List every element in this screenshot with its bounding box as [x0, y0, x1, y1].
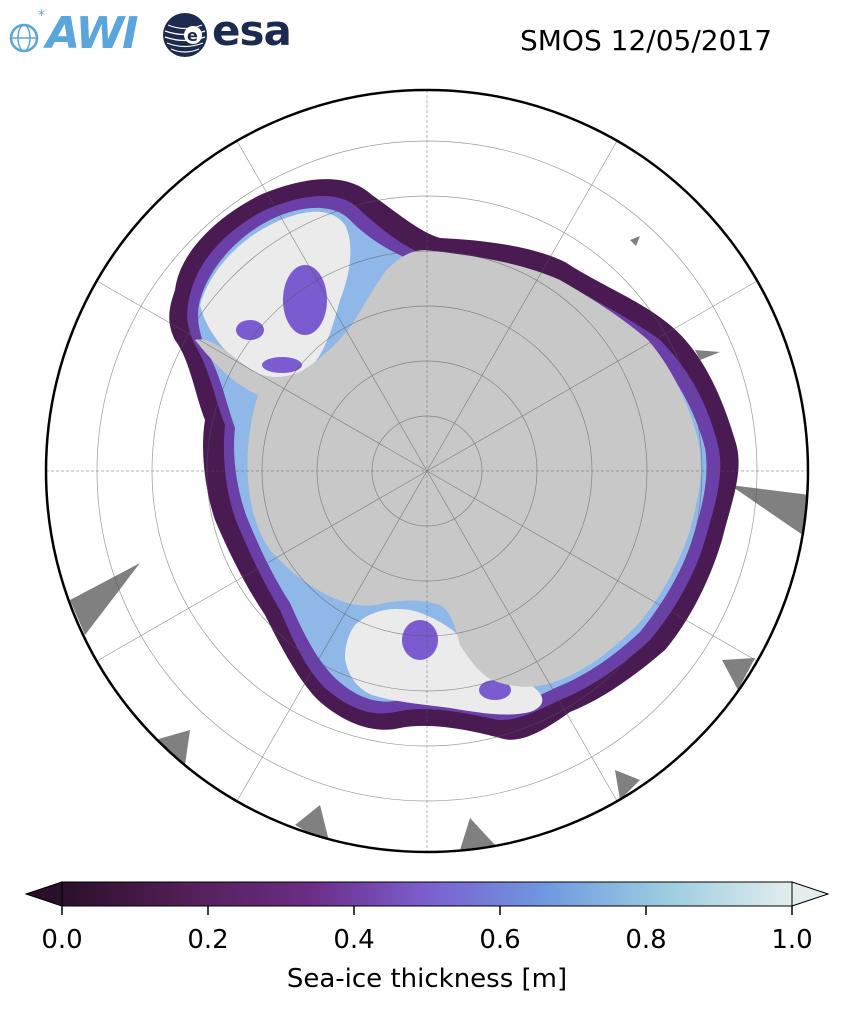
colorbar-tick-label: 0.4 [333, 925, 375, 955]
colorbar-tick-label: 1.0 [771, 925, 813, 955]
esa-emblem-icon: e [163, 13, 207, 57]
svg-text:e: e [187, 26, 198, 45]
awi-logo-text: AWI [46, 8, 139, 59]
esa-logo: e [160, 10, 210, 64]
colorbar-gradient [61, 881, 793, 907]
colorbar [24, 881, 830, 915]
missing-data-regions [70, 236, 808, 850]
colorbar-tick-label: 0.8 [625, 925, 667, 955]
colorbar-tick-label: 0.6 [479, 925, 521, 955]
esa-logo-text: esa [212, 6, 292, 55]
colorbar-high-extend [791, 881, 830, 907]
antarctica-land [195, 250, 701, 687]
colorbar-tick-label: 0.0 [41, 925, 83, 955]
svg-text:*: * [38, 8, 45, 24]
colorbar-tick-label: 0.2 [187, 925, 229, 955]
map-graticule [46, 90, 808, 852]
colorbar-title: Sea-ice thickness [m] [286, 964, 568, 994]
globe-icon: * [9, 8, 45, 53]
map-boundary [44, 88, 810, 854]
colorbar-low-extend [24, 881, 63, 907]
sea-ice-weddell-thick [200, 211, 351, 382]
colorbar-ticks [61, 906, 793, 915]
product-date-title: SMOS 12/05/2017 [520, 24, 773, 57]
awi-logo: * [8, 8, 52, 62]
